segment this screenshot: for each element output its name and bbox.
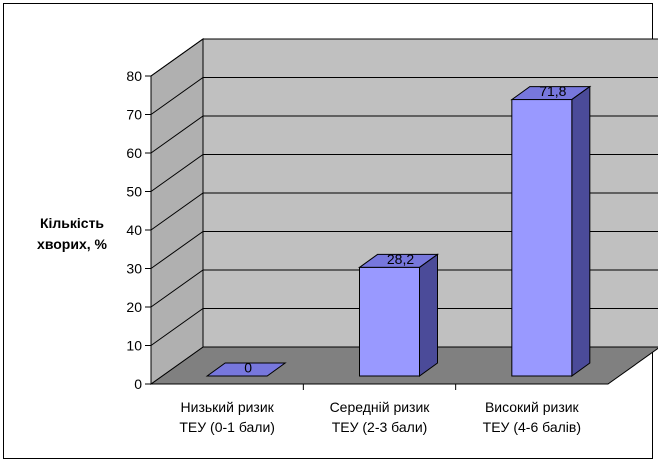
y-tick-labels: 0 10 20 30 40 50 60 70 80 — [126, 68, 142, 392]
y-tick-label: 20 — [126, 299, 142, 315]
y-tick-label: 30 — [126, 261, 142, 277]
bar: 28,2 — [357, 251, 440, 377]
category-label: Високий ризик — [485, 399, 580, 415]
category-label: Середній ризик — [330, 399, 431, 415]
bar-top — [205, 362, 287, 377]
category-label: ТЕУ (0-1 бали) — [179, 419, 275, 435]
axes — [145, 75, 608, 390]
category-labels: Низький ризик ТЕУ (0-1 бали) Середній ризи… — [179, 399, 581, 435]
data-label: 28,2 — [387, 251, 414, 267]
y-tick-label: 80 — [126, 68, 142, 84]
bars: 0 28,2 71,8 — [205, 83, 592, 377]
gridline — [150, 308, 658, 346]
data-label: 71,8 — [539, 83, 566, 99]
gridline — [150, 77, 658, 115]
bar-side — [419, 253, 438, 377]
data-label: 0 — [244, 360, 252, 376]
gridline — [150, 115, 658, 154]
y-axis-label-line2: хворих, % — [37, 236, 107, 252]
gridline — [150, 269, 658, 308]
bar-side — [571, 85, 591, 377]
gridline — [150, 192, 658, 231]
category-label: ТЕУ (2-3 бали) — [332, 419, 428, 435]
y-tick-label: 40 — [126, 222, 142, 238]
gridline — [150, 231, 658, 269]
y-tick-label: 0 — [134, 376, 142, 392]
bar: 71,8 — [510, 83, 592, 377]
y-tick-label: 50 — [126, 184, 142, 200]
y-tick-label: 70 — [126, 107, 142, 123]
bar: 0 — [205, 360, 287, 377]
bar-front — [511, 99, 573, 377]
gridlines — [150, 38, 658, 346]
y-axis-label-line1: Кількість — [40, 215, 104, 231]
category-label: ТЕУ (4-6 балів) — [483, 419, 581, 435]
y-tick-label: 10 — [126, 338, 142, 354]
y-tick-label: 60 — [126, 145, 142, 161]
bar-front — [359, 266, 420, 377]
category-label: Низький ризик — [181, 399, 275, 415]
gridline — [150, 154, 658, 192]
gridline — [150, 38, 658, 77]
